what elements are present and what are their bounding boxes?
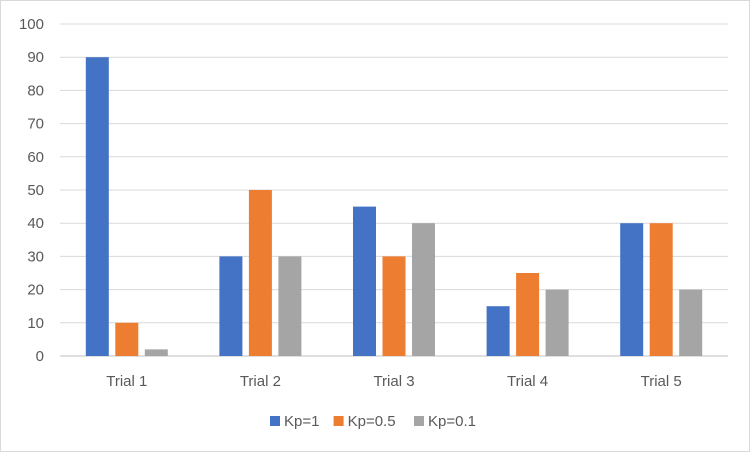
bar xyxy=(85,57,109,356)
legend-label: Kp=0.1 xyxy=(428,413,476,430)
bar xyxy=(219,256,243,356)
y-tick-label: 0 xyxy=(36,348,44,365)
y-tick-label: 50 xyxy=(27,182,44,199)
bar xyxy=(248,190,272,356)
y-tick-label: 80 xyxy=(27,82,44,99)
x-tick-label: Trial 4 xyxy=(507,373,548,390)
bar xyxy=(144,349,168,356)
y-tick-label: 100 xyxy=(19,16,44,33)
y-tick-label: 40 xyxy=(27,215,44,232)
bar xyxy=(353,206,376,356)
bar xyxy=(679,289,703,356)
bar xyxy=(516,273,540,356)
x-tick-label: Trial 5 xyxy=(641,373,682,390)
legend-swatch xyxy=(333,416,344,426)
x-tick-label: Trial 1 xyxy=(106,373,147,390)
y-tick-label: 10 xyxy=(27,315,44,332)
y-tick-label: 30 xyxy=(27,248,44,265)
bar xyxy=(486,306,510,356)
bar xyxy=(649,223,673,356)
bar xyxy=(115,322,139,356)
y-tick-label: 90 xyxy=(27,49,44,66)
bar xyxy=(545,289,569,356)
legend-label: Kp=0.5 xyxy=(348,413,396,430)
bar xyxy=(278,256,302,356)
y-tick-label: 70 xyxy=(27,116,44,133)
y-tick-label: 60 xyxy=(27,149,44,166)
legend-label: Kp=1 xyxy=(284,413,319,430)
y-tick-label: 20 xyxy=(27,282,44,299)
x-tick-label: Trial 3 xyxy=(373,373,414,390)
legend-swatch xyxy=(414,416,424,426)
bar xyxy=(620,223,644,356)
x-tick-label: Trial 2 xyxy=(240,373,281,390)
legend-swatch xyxy=(270,416,280,426)
bar xyxy=(412,223,435,356)
bar xyxy=(382,256,406,356)
